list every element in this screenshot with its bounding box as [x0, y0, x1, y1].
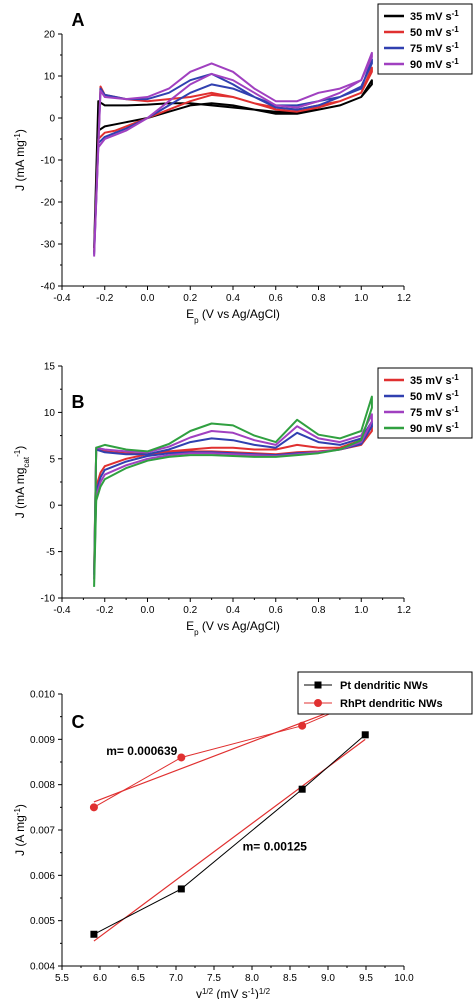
data-point-square [298, 785, 306, 793]
x-tick-label: 0.2 [183, 293, 197, 304]
series-line [93, 395, 373, 587]
y-tick-label: 15 [44, 362, 56, 373]
series-line [93, 58, 373, 255]
y-tick-label: 0 [49, 501, 55, 512]
x-tick-label: 0.8 [312, 605, 326, 616]
panel-letter: B [72, 392, 85, 412]
x-axis-title: v1/2 (mV s-1)1/2 [196, 987, 271, 999]
x-tick-label: -0.2 [96, 293, 114, 304]
series-line [93, 413, 373, 580]
y-tick-label: 20 [44, 30, 56, 41]
x-tick-label: 0.0 [141, 293, 155, 304]
x-tick-label: 0.6 [269, 293, 283, 304]
y-tick-label: -10 [41, 594, 56, 605]
y-axis-title: J (mA mg-1) [13, 129, 28, 191]
y-axis-title: J (mA mgcat-1) [13, 446, 31, 518]
y-tick-label: -40 [41, 282, 56, 293]
x-tick-label: -0.4 [53, 605, 71, 616]
x-tick-label: 0.2 [183, 605, 197, 616]
slope-annotation: m= 0.00125 [243, 839, 308, 853]
y-tick-label: 0.005 [30, 916, 55, 927]
x-tick-label: 1.2 [397, 605, 411, 616]
legend-label: 50 mV s-1 [410, 389, 459, 404]
legend-label: 75 mV s-1 [410, 41, 459, 56]
y-tick-label: -5 [46, 547, 55, 558]
legend-swatch-marker [314, 681, 322, 689]
x-tick-label: -0.2 [96, 605, 114, 616]
y-axis-title: J (A mg-1) [13, 804, 28, 856]
y-tick-label: 0.004 [30, 962, 55, 973]
panel-letter: A [72, 10, 85, 30]
x-tick-label: -0.4 [53, 293, 71, 304]
data-point-square [361, 731, 369, 739]
y-tick-label: 0.009 [30, 735, 55, 746]
legend-label: 90 mV s-1 [410, 57, 459, 72]
x-tick-label: 1.0 [354, 293, 368, 304]
legend-swatch-marker [314, 699, 322, 707]
x-axis-title: Ep (V vs Ag/AgCl) [186, 619, 280, 637]
y-tick-label: 10 [44, 408, 56, 419]
legend-box [297, 671, 473, 715]
data-point-circle [298, 721, 307, 730]
panel-c-chart: 5.5 6.0 6.5 7.0 7.5 8.0 8.5 9.0 9.5 10.0 0.004 0.00… [13, 671, 473, 999]
data-point-circle [177, 753, 186, 762]
x-tick-label: 10.0 [394, 973, 414, 984]
x-tick-label: 0.8 [312, 293, 326, 304]
series-line [93, 425, 373, 571]
x-tick-label: 0.6 [269, 605, 283, 616]
series-line [93, 51, 373, 257]
series-line [93, 420, 373, 575]
fit-line [93, 697, 366, 803]
panel-b-chart: -0.4 -0.2 0.0 0.2 0.4 0.6 0.8 1.0 1.2 -10 -5 0 5 10 15… [13, 362, 473, 637]
legend-label: 75 mV s-1 [410, 405, 459, 420]
data-point-square [177, 885, 185, 893]
series-line [93, 79, 373, 249]
y-tick-label: 0.007 [30, 826, 55, 837]
x-tick-label: 8.5 [283, 973, 297, 984]
legend-label: 35 mV s-1 [410, 9, 459, 24]
legend-label: Pt dendritic NWs [340, 680, 428, 692]
y-tick-label: -10 [41, 156, 56, 167]
x-tick-label: 9.0 [321, 973, 335, 984]
x-tick-label: 7.5 [207, 973, 221, 984]
fit-line [93, 738, 366, 942]
panel-letter: C [72, 712, 85, 732]
y-tick-label: 0.008 [30, 780, 55, 791]
x-tick-label: 0.4 [226, 605, 240, 616]
y-tick-label: 0 [49, 114, 55, 125]
slope-annotation: m= 0.000639 [106, 744, 177, 758]
legend-label: 35 mV s-1 [410, 373, 459, 388]
y-tick-label: 10 [44, 72, 56, 83]
x-tick-label: 1.2 [397, 293, 411, 304]
x-tick-label: 0.4 [226, 293, 240, 304]
y-tick-label: -20 [41, 198, 56, 209]
y-tick-label: 0.006 [30, 871, 55, 882]
x-tick-label: 8.0 [245, 973, 259, 984]
legend-label: RhPt dendritic NWs [340, 698, 443, 710]
x-tick-label: 5.5 [55, 973, 69, 984]
data-point-circle [89, 803, 98, 812]
series-line [93, 66, 373, 253]
series-connector [93, 734, 366, 935]
data-point-square [90, 930, 98, 938]
x-tick-label: 6.0 [93, 973, 107, 984]
panel-a-chart: -0.4 -0.2 0.0 0.2 0.4 0.6 0.8 1.0 1.2 -40 -30 -20 -1… [13, 3, 473, 325]
x-tick-label: 9.5 [359, 973, 373, 984]
x-tick-label: 0.0 [141, 605, 155, 616]
y-tick-label: 5 [49, 454, 55, 465]
y-tick-label: 0.010 [30, 690, 55, 701]
legend-label: 90 mV s-1 [410, 421, 459, 436]
legend-label: 50 mV s-1 [410, 25, 459, 40]
x-tick-label: 6.5 [131, 973, 145, 984]
y-tick-label: -30 [41, 240, 56, 251]
x-tick-label: 7.0 [169, 973, 183, 984]
x-axis-title: Ep (V vs Ag/AgCl) [186, 307, 280, 325]
x-tick-label: 1.0 [354, 605, 368, 616]
